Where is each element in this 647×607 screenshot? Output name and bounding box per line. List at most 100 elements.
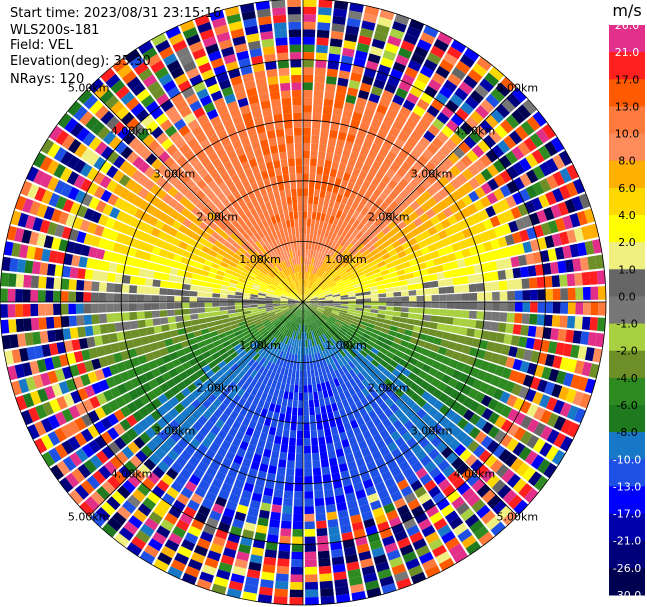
range-gate	[333, 100, 345, 110]
range-gate	[363, 228, 373, 238]
range-gate	[501, 367, 512, 380]
range-gate	[381, 252, 391, 261]
range-gate	[403, 266, 413, 274]
range-gate	[414, 142, 426, 154]
range-gate	[415, 195, 426, 206]
range-gate	[389, 101, 402, 113]
range-gate	[530, 350, 541, 363]
range-gate	[316, 291, 324, 296]
range-gate	[336, 266, 344, 274]
range-gate	[513, 279, 523, 290]
range-gate	[416, 339, 426, 348]
range-gate	[523, 137, 537, 152]
range-gate	[303, 97, 313, 106]
range-gate	[303, 195, 308, 204]
range-gate	[394, 245, 404, 254]
range-gate	[530, 454, 545, 470]
range-gate	[364, 253, 373, 261]
range-gate	[355, 231, 364, 240]
range-gate	[488, 411, 500, 425]
range-gate	[318, 7, 332, 16]
range-gate	[445, 366, 456, 377]
range-gate	[434, 222, 445, 233]
range-gate	[357, 89, 370, 100]
range-gate	[512, 161, 526, 176]
range-gate	[427, 226, 438, 236]
range-gate	[409, 178, 420, 189]
range-gate	[460, 155, 473, 168]
range-gate	[439, 404, 451, 416]
range-gate	[391, 320, 400, 327]
range-gate	[513, 427, 526, 441]
range-gate	[334, 146, 343, 156]
range-gate	[471, 254, 481, 265]
range-gate	[314, 258, 319, 267]
range-gate	[426, 185, 438, 197]
range-gate	[349, 191, 358, 201]
range-gate	[351, 321, 360, 327]
range-gate	[418, 354, 428, 363]
range-gate	[492, 388, 504, 401]
range-gate	[405, 387, 415, 398]
range-gate	[343, 240, 351, 249]
range-gate	[511, 109, 526, 124]
range-gate	[478, 449, 492, 463]
range-gate	[317, 297, 326, 300]
range-gate	[492, 444, 506, 458]
range-gate	[430, 315, 439, 323]
range-gate	[504, 380, 516, 393]
range-gate	[475, 105, 490, 119]
range-gate	[416, 255, 426, 264]
range-gate	[463, 75, 478, 89]
range-gate	[351, 167, 361, 177]
range-gate	[450, 133, 463, 146]
range-gate	[340, 294, 349, 298]
range-gate	[306, 288, 310, 296]
range-gate	[318, 302, 326, 305]
range-gate	[529, 277, 538, 289]
range-gate	[391, 225, 401, 235]
range-gate	[370, 142, 381, 153]
range-gate	[584, 378, 596, 394]
range-gate	[495, 103, 510, 118]
range-gate	[405, 362, 415, 372]
range-gate	[414, 276, 423, 284]
range-gate	[342, 148, 351, 158]
range-gate	[400, 285, 409, 291]
range-gate	[370, 118, 382, 129]
range-gate	[378, 302, 387, 306]
range-gate	[363, 107, 375, 118]
range-gate	[484, 72, 500, 87]
range-gate	[315, 267, 320, 275]
range-gate	[495, 332, 505, 344]
range-gate	[433, 400, 444, 411]
range-gate	[342, 172, 351, 182]
range-gate	[455, 127, 468, 141]
range-gate	[490, 375, 501, 387]
range-gate	[315, 59, 327, 69]
range-gate	[481, 421, 494, 435]
range-gate	[479, 78, 494, 93]
range-gate	[409, 258, 418, 267]
range-gate	[538, 194, 550, 208]
range-gate	[507, 473, 521, 488]
range-gate	[389, 200, 399, 211]
range-gate	[495, 82, 511, 97]
range-gate	[436, 272, 445, 280]
range-gate	[371, 298, 379, 302]
colorbar-tick: 6.0	[618, 182, 636, 195]
range-gate	[363, 305, 372, 309]
range-gate	[371, 177, 381, 188]
range-gate	[335, 193, 343, 203]
range-gate	[546, 429, 560, 445]
range-gate	[514, 313, 523, 324]
range-gate	[317, 293, 325, 298]
range-gate	[494, 401, 506, 415]
range-gate	[519, 360, 530, 373]
range-gate	[370, 309, 379, 314]
range-gate	[427, 395, 438, 406]
range-gate	[480, 360, 491, 372]
range-gate	[333, 8, 348, 18]
range-gate	[594, 254, 605, 269]
range-gate	[581, 271, 591, 286]
